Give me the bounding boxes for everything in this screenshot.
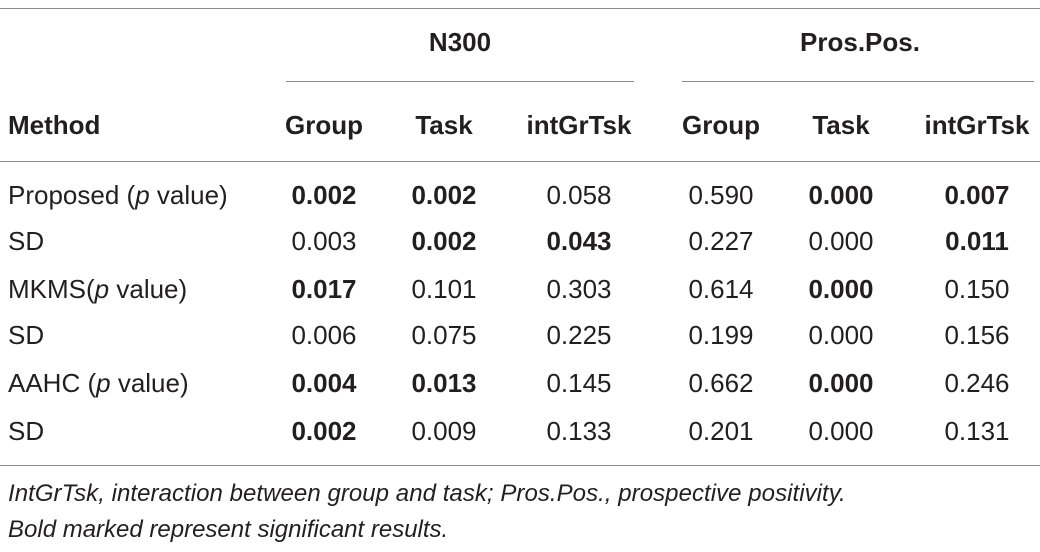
table-cell: 0.002	[291, 180, 357, 210]
table-cell: 0.043	[546, 226, 612, 256]
column-header-method: Method	[8, 110, 101, 140]
method-label: MKMS(	[8, 274, 95, 304]
method-cell: SD	[8, 226, 44, 256]
table-cell: 0.017	[291, 274, 357, 304]
method-label-italic: p	[96, 368, 111, 398]
method-label-suffix: value)	[149, 180, 228, 210]
table-cell: 0.614	[688, 274, 754, 304]
table-cell: 0.003	[291, 226, 357, 256]
table-cell: 0.002	[411, 180, 477, 210]
group-header-n300: N300	[428, 27, 492, 57]
table-cell: 0.000	[808, 180, 874, 210]
table-cell: 0.007	[944, 180, 1010, 210]
method-cell: SD	[8, 320, 44, 350]
table-cell: 0.000	[808, 368, 874, 398]
table-cell: 0.011	[945, 226, 1009, 256]
table-cell: 0.227	[688, 226, 754, 256]
prospos-group-underline	[682, 81, 1034, 82]
table-cell: 0.133	[546, 416, 612, 446]
method-label: SD	[8, 416, 45, 446]
table-cell: 0.009	[411, 416, 477, 446]
method-cell: SD	[8, 416, 44, 446]
table-cell: 0.303	[546, 274, 612, 304]
table-cell: 0.131	[944, 416, 1010, 446]
table-cell: 0.145	[546, 368, 612, 398]
method-label: AAHC (	[8, 368, 97, 398]
footnote-line-1: IntGrTsk, interaction between group and …	[8, 480, 846, 507]
column-header-task-n300: Task	[415, 110, 473, 140]
table-cell: 0.000	[808, 416, 874, 446]
table-cell: 0.013	[411, 368, 477, 398]
table-bottom-rule	[0, 465, 1040, 466]
table-cell: 0.004	[291, 368, 357, 398]
table-cell: 0.201	[688, 416, 754, 446]
table-cell: 0.000	[808, 274, 874, 304]
table-cell: 0.058	[546, 180, 612, 210]
table-cell: 0.101	[411, 274, 477, 304]
column-header-group-n300: Group	[285, 110, 363, 140]
n300-group-underline	[286, 81, 634, 82]
method-label-italic: p	[94, 274, 110, 304]
method-label-suffix: value)	[110, 368, 189, 398]
method-label-suffix: value)	[109, 274, 188, 304]
table-cell: 0.590	[688, 180, 754, 210]
method-cell: AAHC (p value)	[8, 368, 189, 398]
column-header-group-prospos: Group	[682, 110, 760, 140]
column-header-intgrtsk-n300: intGrTsk	[526, 110, 632, 140]
method-cell: MKMS(p value)	[8, 274, 187, 304]
column-header-task-prospos: Task	[812, 110, 870, 140]
table-cell: 0.199	[688, 320, 754, 350]
column-header-intgrtsk-prospos: intGrTsk	[924, 110, 1030, 140]
table-cell: 0.002	[411, 226, 477, 256]
table-cell: 0.246	[944, 368, 1010, 398]
table-cell: 0.006	[291, 320, 357, 350]
group-header-prospos: Pros.Pos.	[800, 27, 920, 57]
table-cell: 0.002	[291, 416, 357, 446]
table-cell: 0.000	[808, 226, 874, 256]
table-cell: 0.075	[411, 320, 477, 350]
header-bottom-rule	[0, 161, 1040, 162]
footnote-line-2: Bold marked represent significant result…	[8, 516, 449, 543]
table-cell: 0.156	[944, 320, 1010, 350]
method-cell: Proposed (p value)	[8, 180, 228, 210]
method-label: SD	[8, 320, 45, 350]
table-cell: 0.000	[808, 320, 874, 350]
method-label-italic: p	[135, 180, 150, 210]
table-cell: 0.150	[944, 274, 1010, 304]
top-rule	[0, 8, 1040, 9]
table-cell: 0.225	[546, 320, 612, 350]
method-label: Proposed (	[8, 180, 136, 210]
method-label: SD	[8, 226, 45, 256]
table-cell: 0.662	[688, 368, 754, 398]
